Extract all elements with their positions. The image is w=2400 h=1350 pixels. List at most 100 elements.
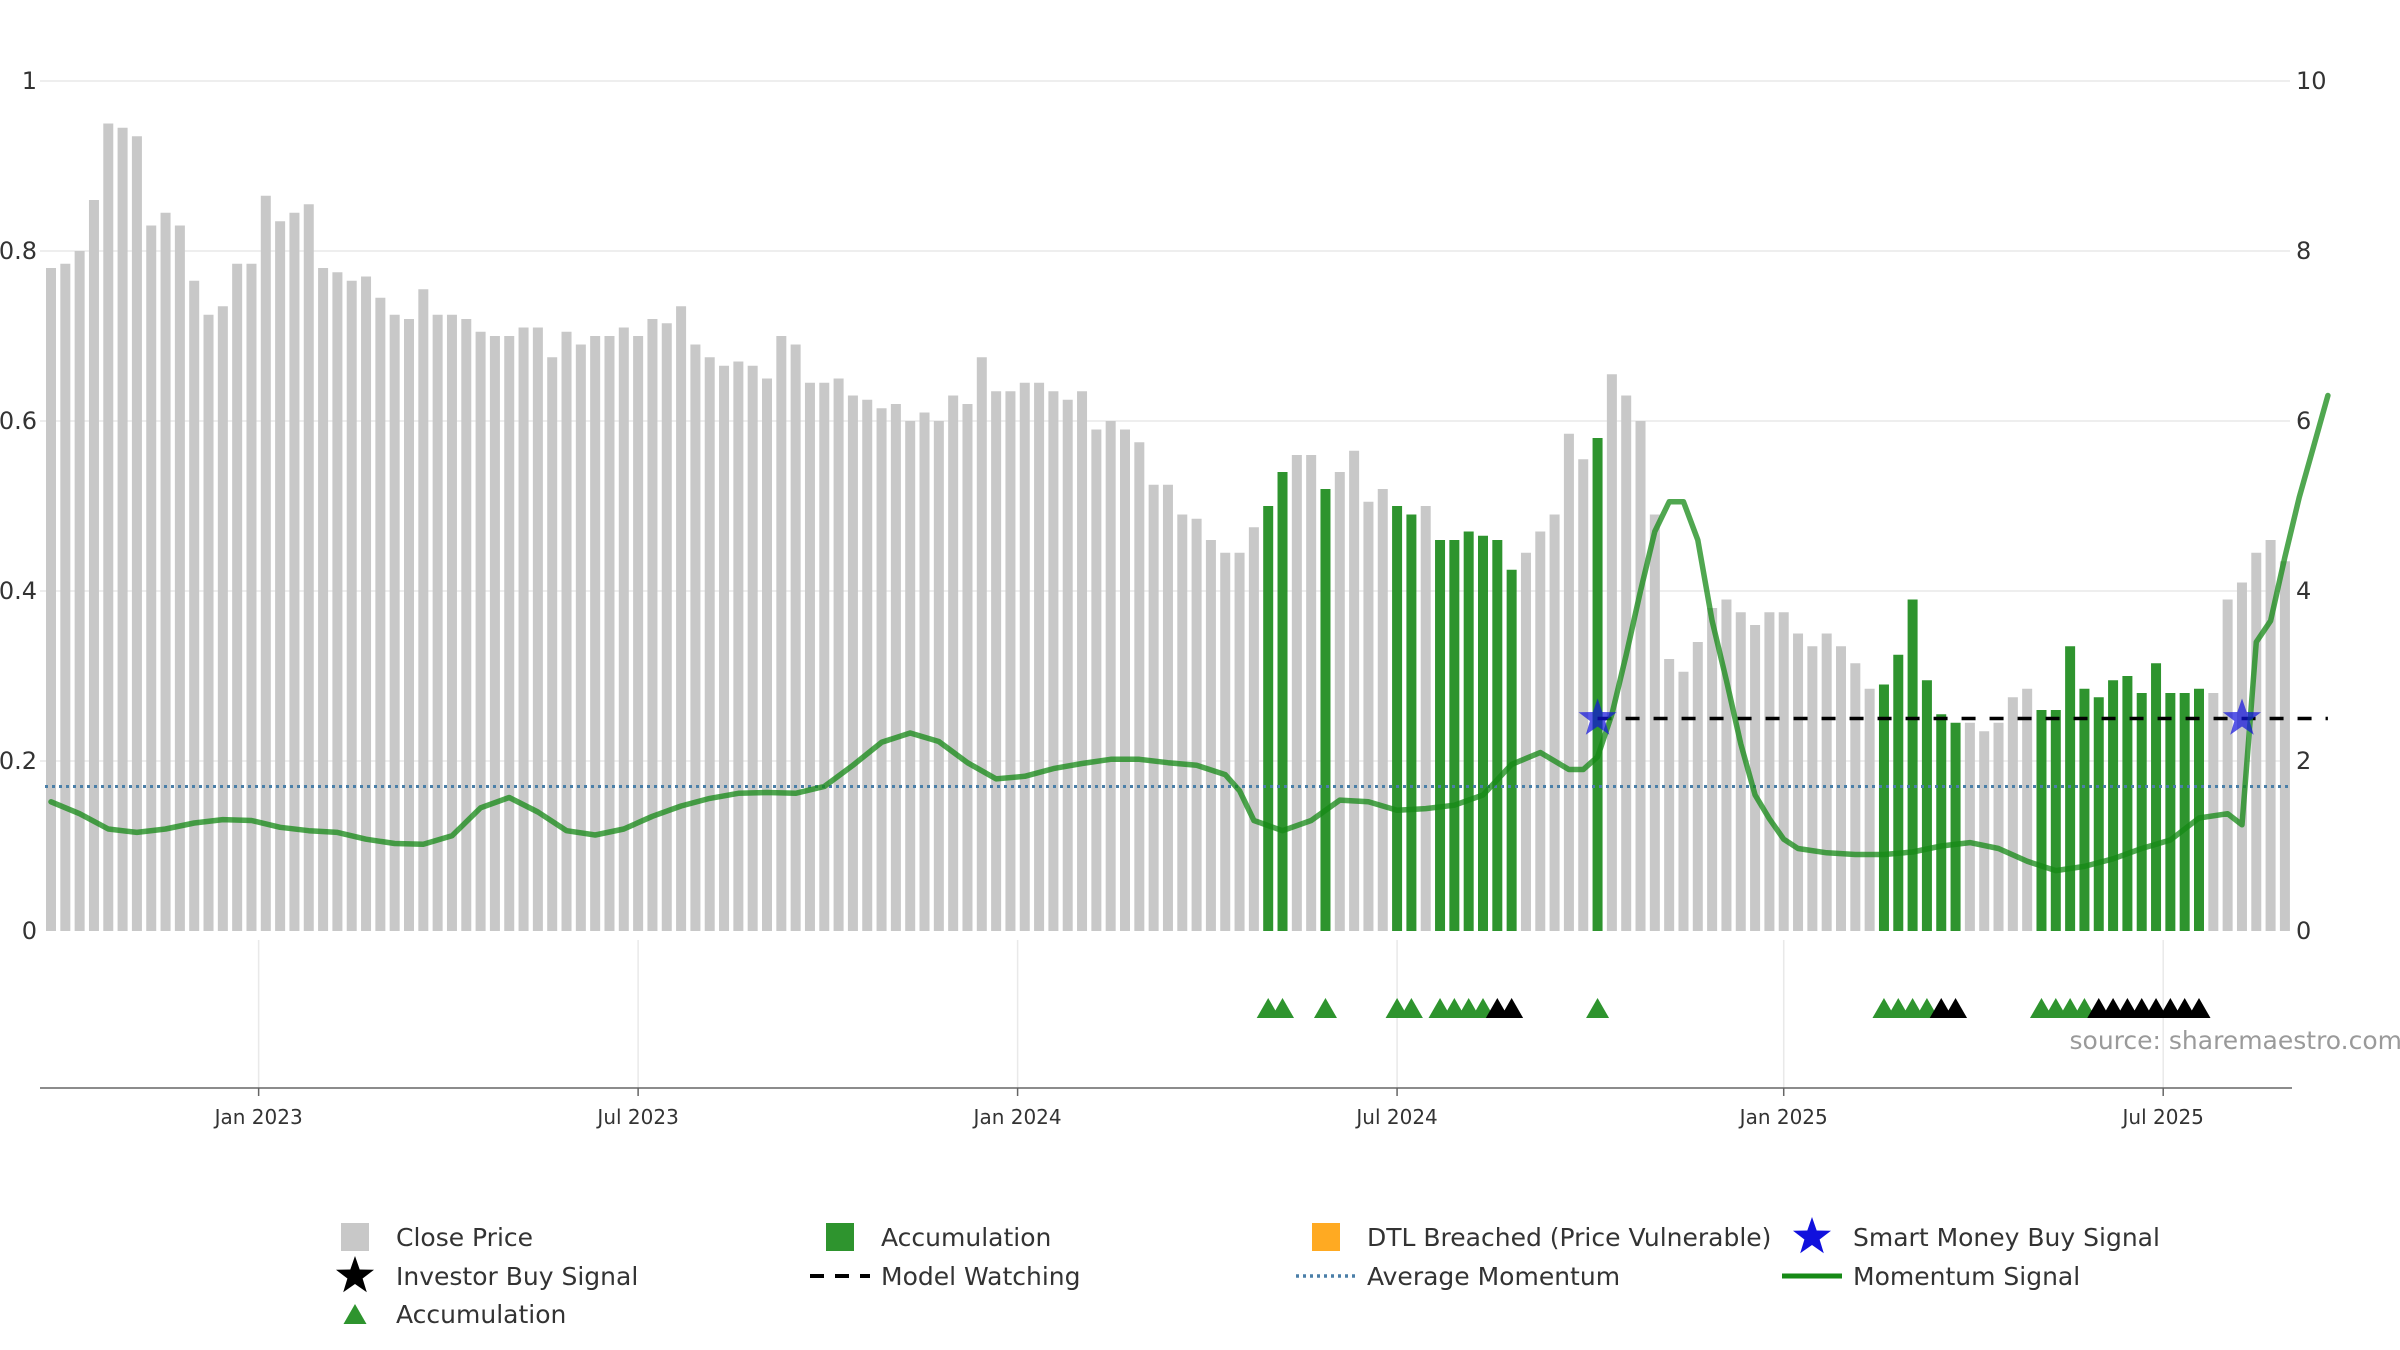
- close-price-bar: [246, 263, 257, 931]
- legend-label-momentum_signal: Momentum Signal: [1853, 1262, 2080, 1291]
- left-tick-label: 0.2: [0, 747, 37, 775]
- close-price-bar: [1019, 382, 1030, 931]
- close-price-bar: [1205, 540, 1216, 931]
- close-price-bar: [1220, 552, 1231, 931]
- signal-markers: [1256, 698, 2261, 1018]
- close-price-bar: [1649, 514, 1660, 931]
- close-price-bar: [203, 314, 214, 931]
- right-tick-label: 6: [2296, 407, 2311, 435]
- close-price-bar: [633, 336, 644, 931]
- close-price-bar: [1306, 455, 1317, 931]
- close-price-bar: [1735, 612, 1746, 931]
- close-price-bar: [232, 263, 243, 931]
- legend-label-accumulation_bar: Accumulation: [881, 1223, 1051, 1252]
- accumulation-triangle: [1313, 998, 1337, 1018]
- legend-label-model_watching: Model Watching: [881, 1262, 1081, 1291]
- close-price-bar: [532, 327, 543, 931]
- investor-buy-signal: [1944, 998, 1968, 1018]
- legend-label-close_price: Close Price: [396, 1223, 533, 1252]
- close-price-bar: [103, 123, 114, 931]
- close-price-bar: [2279, 561, 2290, 931]
- close-price-bar: [418, 289, 429, 931]
- close-price-bar: [575, 344, 586, 931]
- close-price-bar: [1563, 433, 1574, 931]
- legend-label-investor_buy: Investor Buy Signal: [396, 1262, 638, 1291]
- accumulation-bar: [2122, 676, 2133, 931]
- right-tick-label: 8: [2296, 237, 2311, 265]
- legend-symbol-accumulation_bar: [826, 1223, 854, 1251]
- close-price-bar: [1162, 484, 1173, 931]
- legend-item-smart_money: Smart Money Buy Signal: [1793, 1217, 2160, 1254]
- close-price-bar: [1005, 391, 1016, 931]
- close-price-bar: [647, 319, 658, 931]
- close-price-bar: [432, 314, 443, 931]
- close-price-bar: [346, 280, 357, 931]
- close-price-bar: [1148, 484, 1159, 931]
- close-price-bar: [1764, 612, 1775, 931]
- close-price-bar: [1363, 501, 1374, 931]
- close-price-bar: [160, 212, 171, 931]
- close-price-bar: [2236, 582, 2247, 931]
- close-price-bar: [905, 421, 916, 931]
- accumulation-triangle: [1399, 998, 1423, 1018]
- close-price-bar: [1721, 599, 1732, 931]
- close-price-bar: [74, 251, 85, 931]
- x-tick-label: Jul 2024: [1354, 1105, 1437, 1129]
- close-price-bar: [561, 331, 572, 931]
- accumulation-bar: [1492, 540, 1503, 931]
- close-price-bar: [1850, 663, 1861, 931]
- close-price-bar: [661, 323, 672, 931]
- legend-label-accumulation_triangle: Accumulation: [396, 1300, 566, 1329]
- close-price-bar: [446, 314, 457, 931]
- close-price-bar: [590, 336, 601, 931]
- close-price-bar: [1864, 688, 1875, 931]
- close-price-bar: [146, 225, 157, 931]
- close-price-bar: [2265, 540, 2276, 931]
- legend-item-close_price: Close Price: [341, 1223, 533, 1252]
- left-tick-label: 0.6: [0, 407, 37, 435]
- legend-symbol-investor_buy: [336, 1256, 374, 1293]
- close-price-bar: [1578, 459, 1589, 931]
- close-price-bar: [1993, 722, 2004, 931]
- close-price-bar: [948, 395, 959, 931]
- close-price-bar: [475, 331, 486, 931]
- close-price-bar: [332, 272, 343, 931]
- close-price-bar: [1793, 633, 1804, 931]
- x-tick-label: Jul 2025: [2121, 1105, 2204, 1129]
- close-price-bar: [60, 263, 71, 931]
- close-price-bar: [260, 195, 271, 931]
- left-tick-label: 0.8: [0, 237, 37, 265]
- x-tick-label: Jan 2023: [213, 1105, 303, 1129]
- legend-item-average_momentum: Average Momentum: [1296, 1262, 1620, 1291]
- accumulation-bar: [1950, 722, 1961, 931]
- left-tick-label: 0.4: [0, 577, 37, 605]
- accumulation-bar: [1263, 506, 1274, 931]
- close-price-bar: [876, 408, 887, 931]
- close-price-bar: [962, 404, 973, 931]
- close-price-bar: [2208, 693, 2219, 931]
- close-price-bar: [1807, 646, 1818, 931]
- close-price-bar: [862, 399, 873, 931]
- close-price-bar: [790, 344, 801, 931]
- source-label: source: sharemaestro.com: [2070, 1026, 2400, 1055]
- smart-money-buy-star: [2222, 698, 2261, 735]
- close-price-bar: [375, 297, 386, 931]
- close-price-bar: [1349, 450, 1360, 931]
- close-price-bar: [1750, 625, 1761, 931]
- close-price-bar: [174, 225, 185, 931]
- legend-label-smart_money: Smart Money Buy Signal: [1853, 1223, 2160, 1252]
- smart-money-buy-star: [1578, 698, 1617, 735]
- right-tick-label: 10: [2296, 67, 2327, 95]
- right-tick-label: 0: [2296, 917, 2311, 945]
- close-price-bar: [1120, 429, 1130, 931]
- close-price-bar: [890, 404, 901, 931]
- legend-item-accumulation_triangle: Accumulation: [343, 1300, 566, 1329]
- accumulation-triangle: [1586, 998, 1610, 1018]
- legend-item-model_watching: Model Watching: [810, 1262, 1081, 1291]
- close-price-bar: [275, 221, 286, 931]
- x-tick-label: Jul 2023: [595, 1105, 678, 1129]
- close-price-bar: [847, 395, 858, 931]
- close-price-bar: [1678, 671, 1689, 931]
- close-price-bar: [833, 378, 844, 931]
- close-price-bar: [2251, 552, 2262, 931]
